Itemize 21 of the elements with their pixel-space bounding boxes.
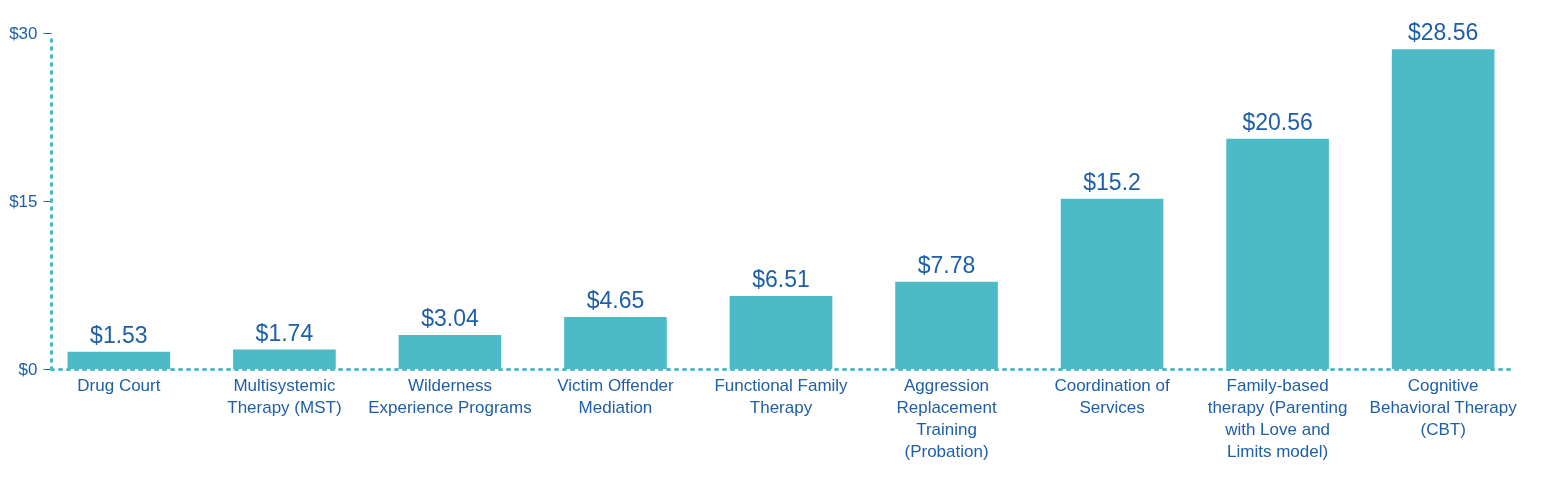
x-tick-label: Wilderness Experience Programs — [368, 375, 532, 417]
x-tick-label: Victim Offender Mediation — [557, 375, 675, 417]
data-label: $7.78 — [917, 251, 976, 278]
x-tick-label: Multisystemic Therapy (MST) — [227, 375, 342, 417]
data-label: $1.74 — [255, 319, 314, 346]
x-tick-label: Coordination of Services — [1054, 375, 1170, 417]
data-label: $1.53 — [90, 321, 148, 348]
y-tick-label: $15 — [9, 191, 38, 211]
data-label: $28.56 — [1407, 19, 1479, 46]
x-tick-label: Functional Family Therapy — [714, 375, 849, 417]
x-tick-label: Drug Court — [77, 375, 161, 395]
data-label: $4.65 — [586, 286, 645, 313]
x-tick-label: Family-based therapy (Parenting with Love and Limits model) — [1207, 375, 1348, 461]
x-tick-label: Cognitive Behavioral Therapy (CBT) — [1369, 375, 1518, 439]
data-label: $20.56 — [1242, 108, 1313, 135]
x-tick-label: Aggression Replacement Training (Probation) — [896, 375, 997, 461]
data-label: $3.04 — [421, 304, 479, 331]
data-label: $6.51 — [752, 266, 810, 293]
y-tick-label: $0 — [18, 359, 38, 379]
y-tick-label: $30 — [9, 23, 38, 43]
data-label: $15.2 — [1083, 168, 1141, 195]
